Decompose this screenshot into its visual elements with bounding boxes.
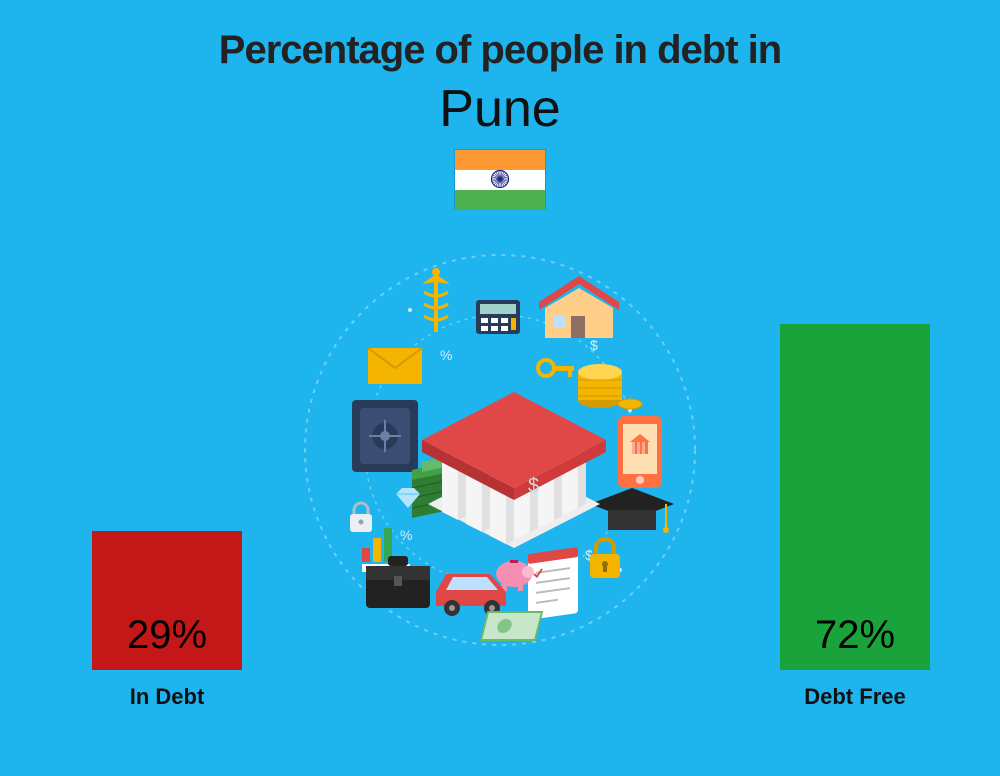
svg-text:%: %: [400, 527, 412, 543]
flag-stripe-saffron: [455, 150, 545, 170]
india-flag-icon: [454, 149, 546, 209]
bar-debt-free: 72% Debt Free: [780, 324, 930, 710]
padlock-small-icon: [350, 503, 372, 532]
phone-icon: [618, 416, 662, 488]
banknote-icon: [481, 612, 542, 640]
bar-in-debt-label: In Debt: [130, 684, 205, 710]
bar-in-debt: 29% In Debt: [92, 531, 242, 710]
key-icon: [538, 360, 574, 377]
house-icon: [539, 276, 619, 338]
envelope-icon: [368, 348, 422, 384]
ashoka-chakra-icon: [490, 169, 510, 189]
calculator-icon: [476, 300, 520, 334]
bar-debt-free-label: Debt Free: [804, 684, 905, 710]
graduation-cap-icon: [590, 488, 674, 533]
safe-icon: [352, 400, 418, 472]
lock-icon: [590, 539, 620, 578]
page-title: Percentage of people in debt in: [0, 0, 1000, 73]
page-subtitle: Pune: [0, 79, 1000, 139]
coins-icon: [578, 364, 642, 409]
caduceus-icon: [422, 268, 450, 332]
svg-text:%: %: [440, 347, 452, 363]
car-icon: [436, 574, 506, 616]
bar-in-debt-value: 29%: [127, 613, 207, 658]
bar-debt-free-value: 72%: [815, 613, 895, 658]
bank-icon: $: [422, 392, 606, 548]
svg-text:$: $: [528, 475, 539, 497]
briefcase-icon: [366, 556, 430, 608]
flag-stripe-green: [455, 190, 545, 210]
clipboard-icon: [528, 547, 578, 620]
finance-illustration: % $ % $: [290, 240, 710, 660]
bar-debt-free-rect: 72%: [780, 324, 930, 670]
bar-in-debt-rect: 29%: [92, 531, 242, 670]
svg-text:$: $: [590, 337, 598, 353]
